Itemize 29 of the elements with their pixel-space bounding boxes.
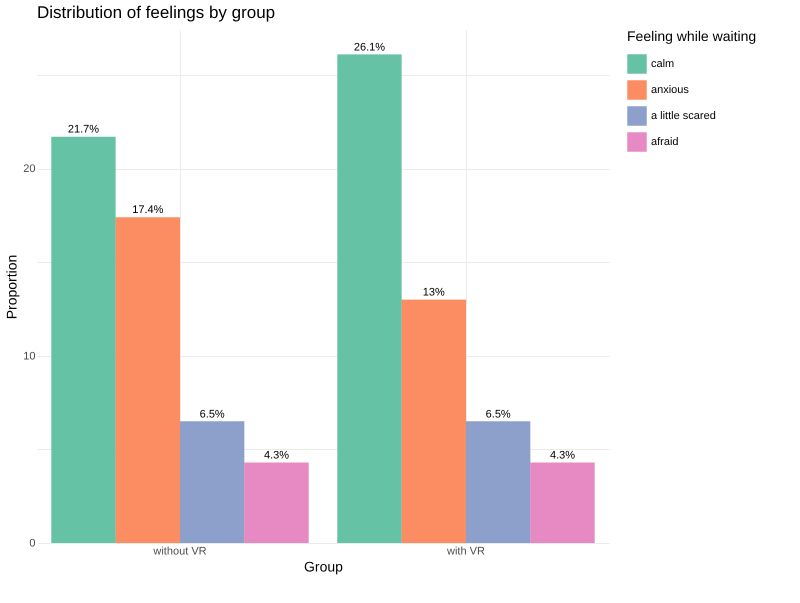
bar (530, 462, 595, 543)
bar (180, 421, 244, 543)
bar (116, 217, 180, 543)
data-label: 4.3% (550, 449, 576, 462)
y-tick-label: 20 (23, 163, 36, 176)
x-tick-label: with VR (446, 546, 485, 558)
bar (51, 136, 116, 543)
legend-label: calm (651, 58, 674, 70)
data-label: 6.5% (486, 408, 511, 420)
data-label: 21.7% (68, 124, 100, 136)
y-tick-label: 0 (29, 538, 36, 550)
data-label: 6.5% (200, 408, 225, 420)
bar (337, 54, 402, 543)
bar (466, 421, 530, 543)
data-label: 4.3% (264, 449, 290, 462)
legend-label: a little scared (651, 110, 716, 122)
chart-title: Distribution of feelings by group (37, 3, 276, 22)
y-axis-title: Proportion (3, 254, 20, 320)
data-label: 26.1% (354, 41, 386, 54)
legend-label: anxious (651, 84, 690, 96)
bar (402, 300, 466, 543)
legend-label: afraid (651, 136, 679, 148)
data-label: 13% (422, 286, 446, 299)
legend-title: Feeling while waiting (627, 28, 756, 44)
data-label: 17.4% (132, 204, 164, 216)
bar (244, 462, 309, 543)
x-tick-label: without VR (152, 546, 207, 558)
y-tick-label: 10 (23, 350, 36, 362)
x-axis-title: Group (304, 558, 344, 574)
